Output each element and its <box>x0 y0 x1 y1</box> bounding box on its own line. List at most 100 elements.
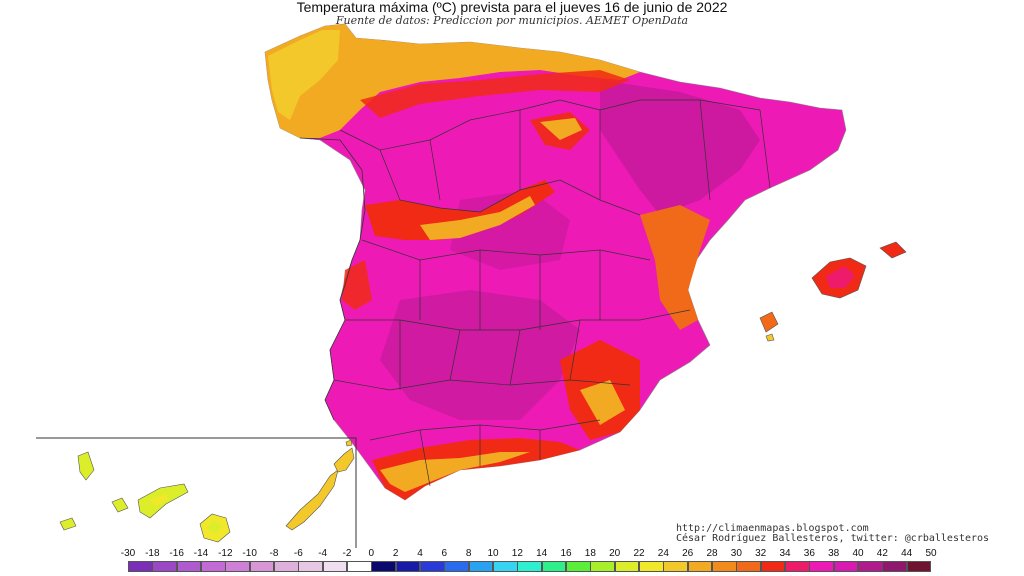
legend-swatch <box>395 561 421 572</box>
legend-tick-label: 26 <box>682 548 694 559</box>
legend-swatch <box>687 561 713 572</box>
legend-tick-label: 24 <box>657 548 669 559</box>
legend-swatch <box>882 561 908 572</box>
legend-swatch <box>298 561 324 572</box>
north-red-band <box>360 70 630 118</box>
legend-tick-label: -4 <box>318 548 328 559</box>
mallorca-core <box>826 266 855 288</box>
legend-tick-label: 32 <box>755 548 767 559</box>
south-coast-cool <box>380 452 530 492</box>
fuerteventura-shape <box>285 469 339 531</box>
portugal-border <box>299 137 366 421</box>
legend-swatch <box>225 561 251 572</box>
el-hierro-shape <box>59 517 77 531</box>
legend-tick-label: 42 <box>876 548 888 559</box>
legend-tick-label: 40 <box>852 548 864 559</box>
map-subtitle: Fuente de datos: Prediccion por municipi… <box>335 14 689 27</box>
la-graciosa-shape <box>345 439 353 447</box>
legend-swatch <box>371 561 397 572</box>
legend-tick-label: -12 <box>218 548 233 559</box>
province-borders <box>333 99 771 487</box>
legend-swatch <box>468 561 494 572</box>
north-coast-zone <box>265 24 640 138</box>
legend-swatch <box>420 561 445 572</box>
legend-tick-label: 16 <box>560 548 572 559</box>
legend-tick-label: -18 <box>145 548 160 559</box>
legend-tick-label: 10 <box>487 548 499 559</box>
legend-swatch <box>809 561 835 572</box>
legend-swatch <box>128 561 153 572</box>
legend-swatch <box>833 561 859 572</box>
galicia-zone <box>268 30 340 120</box>
legend-tick-label: 28 <box>706 548 718 559</box>
legend-tick-label: 20 <box>609 548 621 559</box>
legend-swatch <box>152 561 178 572</box>
legend-swatch <box>517 561 543 572</box>
legend-swatch <box>736 561 762 572</box>
legend-tick-label: 18 <box>584 548 596 559</box>
legend-swatch <box>322 561 348 572</box>
gran-canaria-core <box>206 520 222 534</box>
legend-tick-label: 12 <box>511 548 523 559</box>
legend-swatch <box>347 561 372 572</box>
lanzarote-shape <box>333 447 355 473</box>
legend-swatch <box>614 561 640 572</box>
legend-tick-label: 2 <box>392 548 399 559</box>
legend-tick-label: -16 <box>169 548 184 559</box>
legend-tick-label: 14 <box>536 548 548 559</box>
legend-tick-label: 0 <box>368 548 375 559</box>
legend-swatch <box>444 561 470 572</box>
legend-tick-label: 8 <box>465 548 472 559</box>
legend-tick-label: 6 <box>441 548 448 559</box>
legend-tick-labels: -30 -18 -16 -14 -12 -10 -8 -6 -4 -2 0 2 4 6 8 10 12 14 16 1… <box>0 548 1024 560</box>
legend-swatch <box>858 561 883 572</box>
legend-tick-label: 44 <box>901 548 913 559</box>
core-zone-40 <box>600 80 760 215</box>
legend-tick-label: 34 <box>779 548 791 559</box>
menorca-shape <box>879 241 907 259</box>
legend-tick-label: -6 <box>293 548 303 559</box>
legend-tick-label: 38 <box>828 548 840 559</box>
east-coast-band <box>640 205 710 330</box>
legend-swatch <box>493 561 518 572</box>
formentera-shape <box>765 333 775 342</box>
legend-color-bar <box>128 561 932 572</box>
legend-swatch <box>906 561 932 572</box>
credits-author: César Rodríguez Ballesteros, twitter: @c… <box>676 533 990 544</box>
iberian-system-peaks <box>540 118 582 140</box>
legend-tick-label: -8 <box>269 548 279 559</box>
map-title: Temperatura máxima (ºC) prevista para el… <box>296 0 728 15</box>
legend-swatch <box>712 561 737 572</box>
legend-swatch <box>249 561 275 572</box>
legend-swatch <box>590 561 616 572</box>
legend-swatch <box>541 561 567 572</box>
ibiza-shape <box>759 311 779 333</box>
legend-swatch <box>639 561 664 572</box>
legend-swatch <box>176 561 202 572</box>
legend-swatch <box>201 561 226 572</box>
canarias-inset-frame <box>36 437 357 548</box>
legend-tick-label: -2 <box>342 548 352 559</box>
legend-tick-label: 36 <box>803 548 815 559</box>
legend-swatch <box>785 561 810 572</box>
credits: http://climaenmapas.blogspot.com César R… <box>676 524 989 544</box>
la-palma-shape <box>77 451 95 481</box>
tenerife-core <box>150 494 168 506</box>
legend-tick-label: -14 <box>193 548 209 559</box>
southeast-peaks <box>580 380 625 425</box>
core-zone-40b <box>380 290 580 420</box>
legend-tick-label: 4 <box>417 548 423 559</box>
central-system-peaks <box>420 196 535 240</box>
credits-url[interactable]: http://climaenmapas.blogspot.com <box>676 523 869 534</box>
legend-tick-label: 22 <box>633 548 645 559</box>
legend-tick-label: -30 <box>120 548 136 559</box>
west-band <box>342 260 372 310</box>
legend-tick-label: -10 <box>242 548 257 559</box>
legend-swatch <box>663 561 689 572</box>
la-gomera-shape <box>111 497 129 513</box>
legend-swatch <box>274 561 299 572</box>
legend-swatch <box>566 561 591 572</box>
legend-tick-label: 30 <box>730 548 742 559</box>
legend-swatch <box>760 561 786 572</box>
